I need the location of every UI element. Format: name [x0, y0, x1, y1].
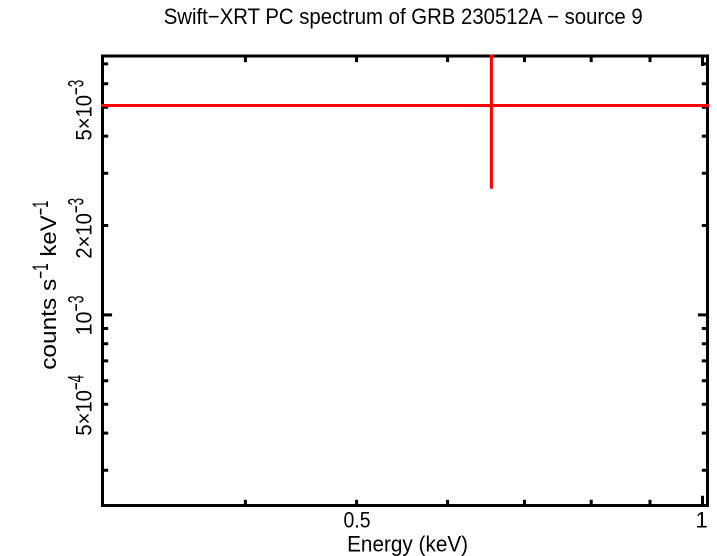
svg-text:−3: −3	[64, 198, 89, 213]
svg-text:−1: −1	[28, 263, 53, 279]
svg-text:−3: −3	[64, 296, 89, 312]
svg-text:−4: −4	[64, 375, 89, 390]
svg-text:−1: −1	[28, 201, 53, 216]
svg-text:−3: −3	[64, 80, 89, 95]
svg-text:keV: keV	[36, 215, 61, 263]
svg-text:Swift−XRT PC spectrum of GRB 2: Swift−XRT PC spectrum of GRB 230512A − s…	[164, 4, 643, 29]
svg-text:1: 1	[695, 507, 707, 532]
svg-text:5×10: 5×10	[72, 95, 97, 141]
svg-text:2×10: 2×10	[72, 213, 97, 259]
svg-text:counts s: counts s	[36, 279, 61, 370]
svg-text:5×10: 5×10	[72, 390, 97, 436]
svg-text:10: 10	[72, 312, 97, 336]
svg-text:0.5: 0.5	[344, 507, 371, 532]
svg-text:Energy (keV): Energy (keV)	[347, 532, 468, 556]
